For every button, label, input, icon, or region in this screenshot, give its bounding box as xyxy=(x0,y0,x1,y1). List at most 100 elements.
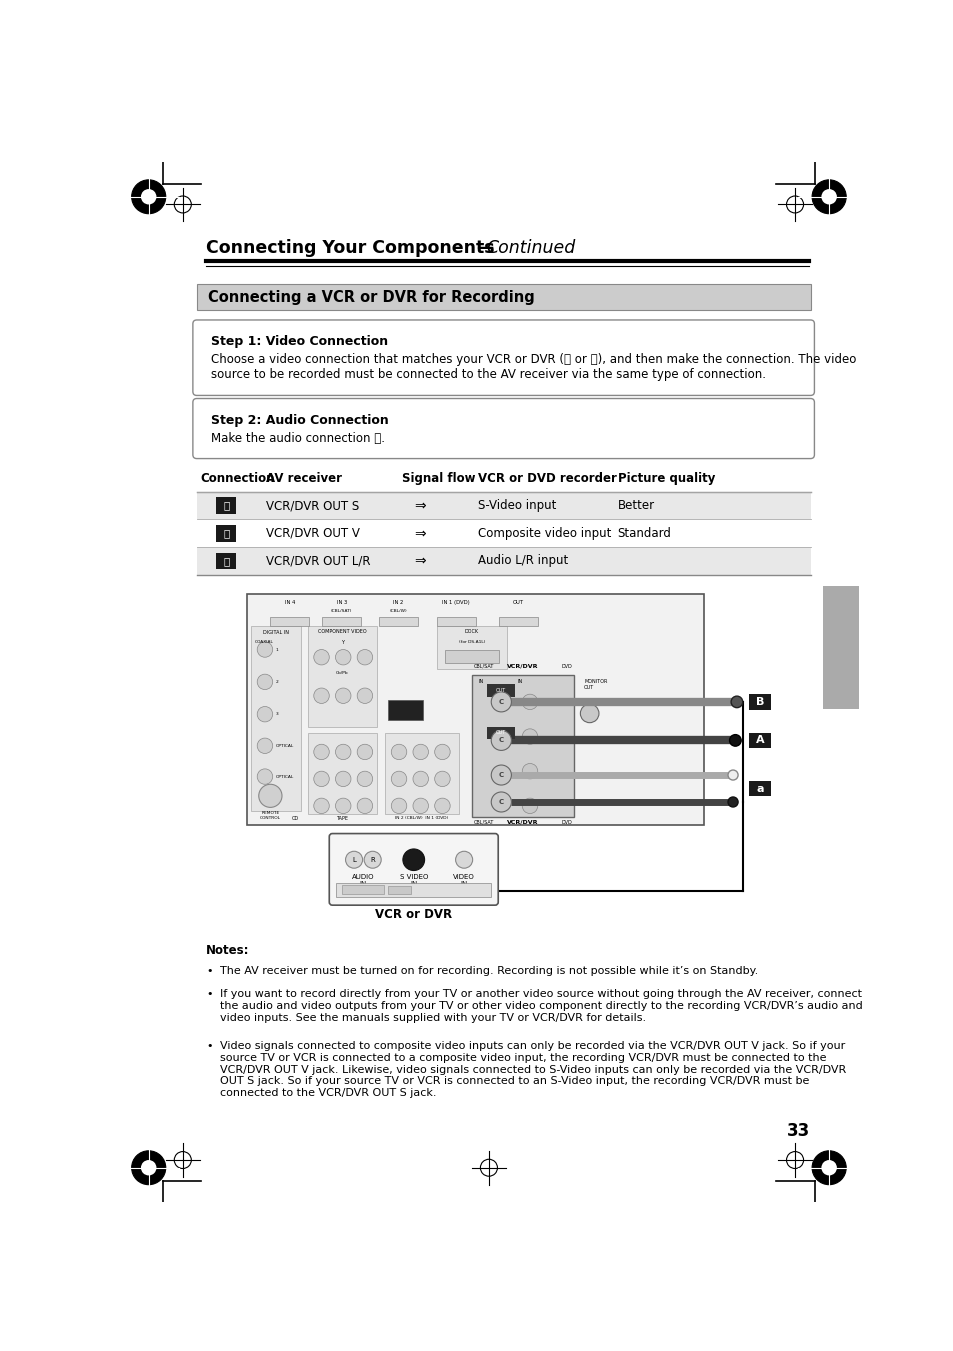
Text: REMOTE
CONTROL: REMOTE CONTROL xyxy=(259,811,280,820)
Circle shape xyxy=(413,771,428,786)
Bar xyxy=(388,700,422,720)
Text: •: • xyxy=(206,989,213,1000)
Text: AUDIO
IN: AUDIO IN xyxy=(352,874,375,886)
Text: COMPONENT VIDEO: COMPONENT VIDEO xyxy=(317,628,366,634)
Circle shape xyxy=(335,798,351,813)
Text: DOCK: DOCK xyxy=(464,628,478,634)
Bar xyxy=(436,617,476,627)
Bar xyxy=(196,547,810,574)
Text: Step 1: Video Connection: Step 1: Video Connection xyxy=(211,335,388,349)
Bar xyxy=(498,617,537,627)
Circle shape xyxy=(132,180,166,213)
Circle shape xyxy=(335,688,351,704)
Text: ⇒: ⇒ xyxy=(414,527,425,540)
Text: •: • xyxy=(206,966,213,975)
Circle shape xyxy=(435,744,450,759)
Text: R: R xyxy=(370,857,375,863)
Text: TAPE: TAPE xyxy=(336,816,348,821)
Bar xyxy=(196,284,810,309)
Text: AV receiver: AV receiver xyxy=(266,473,342,485)
Text: IN: IN xyxy=(517,678,522,684)
Bar xyxy=(307,732,377,813)
Circle shape xyxy=(335,744,351,759)
Circle shape xyxy=(356,744,373,759)
Circle shape xyxy=(435,771,450,786)
Text: •: • xyxy=(206,1042,213,1051)
Text: IN 1 (DVD): IN 1 (DVD) xyxy=(442,600,470,605)
Text: Y: Y xyxy=(340,640,344,646)
Bar xyxy=(322,617,360,627)
FancyBboxPatch shape xyxy=(193,399,814,458)
Circle shape xyxy=(314,798,329,813)
Circle shape xyxy=(335,771,351,786)
Bar xyxy=(341,885,384,894)
Text: Ⓑ: Ⓑ xyxy=(223,528,229,538)
Text: OPTICAL: OPTICAL xyxy=(275,744,294,748)
Text: OUT: OUT xyxy=(513,600,523,605)
Text: (CBL/W): (CBL/W) xyxy=(389,609,407,613)
Text: ⇒: ⇒ xyxy=(414,554,425,567)
Circle shape xyxy=(132,1151,166,1185)
Bar xyxy=(487,684,515,697)
Circle shape xyxy=(413,744,428,759)
Text: Choose a video connection that matches your VCR or DVR (Ⓐ or Ⓑ), and then make t: Choose a video connection that matches y… xyxy=(211,353,855,381)
Text: C: C xyxy=(498,698,503,705)
Text: VCR or DVR: VCR or DVR xyxy=(375,908,452,921)
Text: IN 3: IN 3 xyxy=(336,600,347,605)
Text: IN 2: IN 2 xyxy=(393,600,403,605)
Text: Notes:: Notes: xyxy=(206,944,250,958)
Bar xyxy=(472,676,574,817)
Text: COAXIAL: COAXIAL xyxy=(254,640,274,644)
Bar xyxy=(748,781,770,796)
Circle shape xyxy=(391,798,406,813)
Circle shape xyxy=(456,851,472,869)
Text: C: C xyxy=(498,771,503,778)
Text: Better: Better xyxy=(617,499,654,512)
Text: OUT: OUT xyxy=(496,688,506,693)
Text: C: C xyxy=(498,798,503,805)
Circle shape xyxy=(314,688,329,704)
Text: Ⓐ: Ⓐ xyxy=(223,500,229,511)
Text: Audio L/R input: Audio L/R input xyxy=(477,554,568,567)
Circle shape xyxy=(314,650,329,665)
Text: VCR/DVR: VCR/DVR xyxy=(507,663,538,669)
Bar xyxy=(748,694,770,709)
Text: 1: 1 xyxy=(275,647,278,651)
Text: If you want to record directly from your TV or another video source without goin: If you want to record directly from your… xyxy=(220,989,862,1023)
Circle shape xyxy=(491,792,511,812)
Text: MONITOR
OUT: MONITOR OUT xyxy=(583,678,607,689)
Bar xyxy=(251,627,301,811)
Circle shape xyxy=(364,851,381,869)
Text: IN: IN xyxy=(478,678,483,684)
Bar xyxy=(216,524,236,542)
Text: S-Video input: S-Video input xyxy=(477,499,556,512)
Text: Connecting a VCR or DVR for Recording: Connecting a VCR or DVR for Recording xyxy=(208,290,535,305)
Circle shape xyxy=(579,704,598,723)
Circle shape xyxy=(356,650,373,665)
Bar xyxy=(822,585,858,709)
Text: B: B xyxy=(755,697,763,707)
Text: Make the audio connection ⓐ.: Make the audio connection ⓐ. xyxy=(211,431,384,444)
Text: Continued: Continued xyxy=(486,239,576,257)
Circle shape xyxy=(521,728,537,744)
Text: 2: 2 xyxy=(275,680,278,684)
Text: a: a xyxy=(756,784,763,793)
Text: DVD: DVD xyxy=(561,820,572,824)
Circle shape xyxy=(727,770,738,780)
Circle shape xyxy=(491,692,511,712)
Text: CBL/SAT: CBL/SAT xyxy=(473,663,494,669)
Text: Standard: Standard xyxy=(617,527,671,540)
Bar xyxy=(378,617,417,627)
Circle shape xyxy=(314,771,329,786)
Bar xyxy=(247,594,703,825)
Circle shape xyxy=(356,771,373,786)
Bar xyxy=(335,882,491,897)
Circle shape xyxy=(413,798,428,813)
Circle shape xyxy=(811,180,845,213)
Circle shape xyxy=(257,674,273,689)
Text: VCR/DVR: VCR/DVR xyxy=(507,820,538,824)
Circle shape xyxy=(811,1151,845,1185)
Text: Step 2: Audio Connection: Step 2: Audio Connection xyxy=(211,413,388,427)
Text: VIDEO
IN: VIDEO IN xyxy=(453,874,475,886)
Bar xyxy=(196,519,810,547)
